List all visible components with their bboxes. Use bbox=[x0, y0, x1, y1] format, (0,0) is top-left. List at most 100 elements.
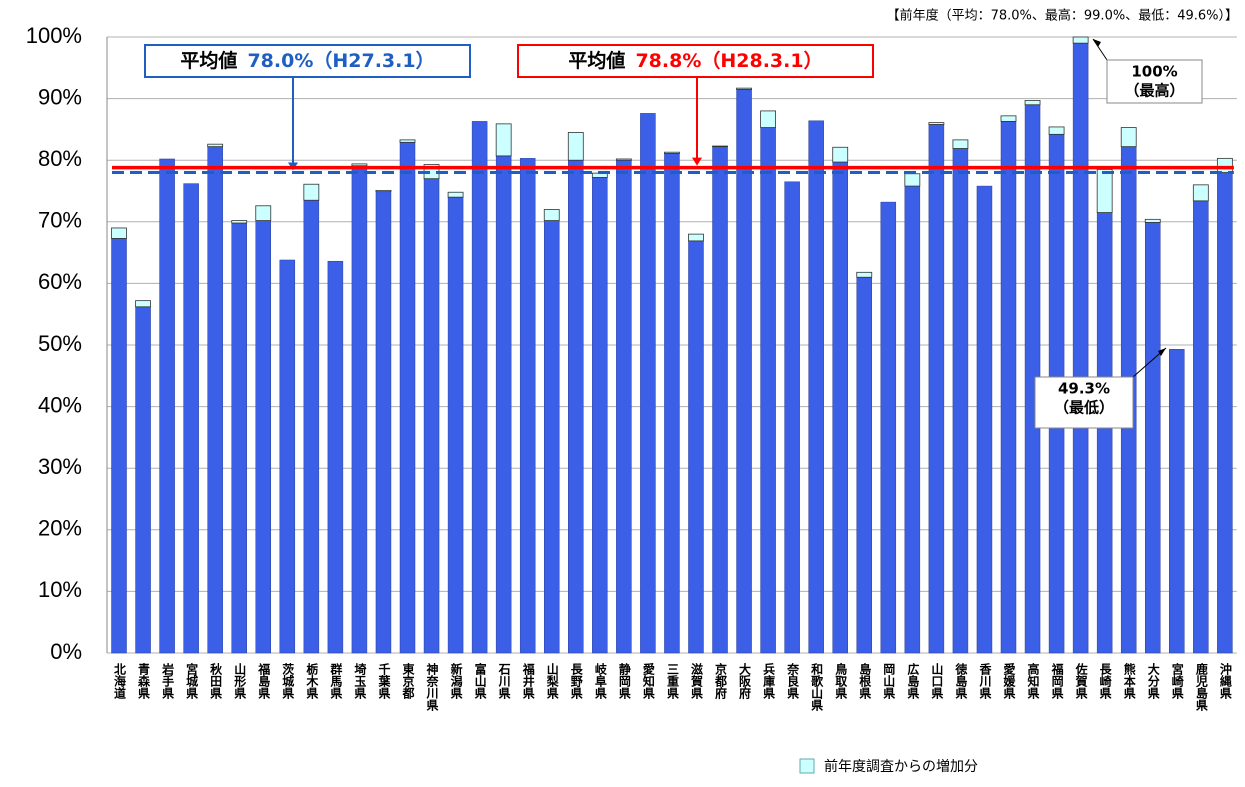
x-tick-label: 大阪府 bbox=[738, 662, 752, 700]
x-tick-label: 富山県 bbox=[473, 662, 487, 700]
bar-segment bbox=[688, 240, 704, 654]
bar-segment bbox=[1024, 100, 1041, 106]
x-tick-label: 新潟県 bbox=[449, 662, 463, 700]
x-tick-label: 徳島県 bbox=[954, 662, 968, 700]
bar-segment bbox=[1096, 169, 1113, 213]
callout-arrowhead bbox=[1093, 39, 1101, 47]
bar-segment bbox=[303, 199, 320, 654]
reference-label-title: 平均値 bbox=[180, 49, 237, 72]
x-tick-label: 高知県 bbox=[1026, 662, 1040, 700]
bar-segment bbox=[231, 222, 247, 654]
x-tick-label: 青森県 bbox=[137, 662, 151, 700]
callout-box bbox=[1106, 59, 1203, 104]
bar-segment bbox=[640, 113, 656, 654]
x-tick-label: 熊本県 bbox=[1122, 662, 1136, 700]
y-tick-label: 30% bbox=[38, 454, 82, 479]
callout-text: （最低） bbox=[1054, 399, 1114, 417]
bar-segment bbox=[495, 123, 512, 157]
bar-segment bbox=[567, 132, 584, 161]
bar-segment bbox=[976, 185, 993, 654]
bar-segment bbox=[207, 143, 224, 148]
y-tick-label: 60% bbox=[38, 269, 82, 294]
x-tick-label: 埼玉県 bbox=[353, 662, 367, 700]
x-tick-label: 福島県 bbox=[257, 662, 271, 700]
x-tick-label: 宮城県 bbox=[185, 662, 199, 700]
bar-segment bbox=[351, 163, 368, 167]
x-tick-label: 千葉県 bbox=[377, 662, 391, 700]
bar-segment bbox=[135, 306, 151, 654]
x-tick-label: 鳥取県 bbox=[834, 662, 848, 700]
x-tick-label: 東京都 bbox=[401, 662, 415, 700]
bar-segment bbox=[471, 121, 488, 654]
bar-segment bbox=[928, 122, 945, 125]
callout-text: （最高） bbox=[1124, 82, 1184, 100]
x-tick-label: 福井県 bbox=[521, 662, 535, 700]
x-tick-label: 福岡県 bbox=[1050, 662, 1064, 700]
bar-segment bbox=[1000, 115, 1017, 122]
bar-segment bbox=[447, 196, 464, 654]
bar-segment bbox=[808, 120, 824, 654]
bar-segment bbox=[399, 142, 416, 654]
bar-segment bbox=[712, 146, 728, 654]
reference-label-value: 78.0%（H27.3.1） bbox=[247, 49, 434, 72]
x-tick-label: 宮崎県 bbox=[1170, 662, 1184, 700]
bar-segment bbox=[255, 205, 272, 221]
x-tick-label: 兵庫県 bbox=[762, 662, 776, 700]
y-tick-label: 40% bbox=[38, 392, 82, 417]
bar-segment bbox=[832, 146, 849, 163]
reference-label: 平均値 78.8%（H28.3.1） bbox=[568, 49, 822, 72]
bar-segment bbox=[928, 124, 945, 654]
bar-segment bbox=[904, 173, 921, 187]
reference-label-value: 78.8%（H28.3.1） bbox=[635, 49, 822, 72]
bar-segment bbox=[255, 220, 272, 654]
bar-segment bbox=[592, 177, 608, 654]
bar-segment bbox=[207, 146, 223, 654]
bar-segment bbox=[399, 139, 416, 143]
bar-segment bbox=[880, 201, 897, 654]
y-tick-label: 80% bbox=[38, 146, 82, 171]
bar-segment bbox=[519, 158, 536, 654]
x-tick-label: 栃木県 bbox=[305, 662, 319, 700]
x-tick-label: 鹿児島県 bbox=[1194, 662, 1208, 712]
x-tick-label: 三重県 bbox=[665, 663, 679, 700]
x-tick-label: 和歌山県 bbox=[810, 662, 824, 712]
bar-segment bbox=[616, 159, 632, 654]
x-tick-label: 神奈川県 bbox=[425, 662, 439, 712]
x-tick-label: 島根県 bbox=[858, 662, 872, 700]
bar-segment bbox=[327, 260, 344, 654]
y-tick-label: 20% bbox=[38, 516, 82, 541]
bar-segment bbox=[1169, 349, 1185, 654]
bar-segment bbox=[1217, 172, 1233, 654]
x-tick-label: 山形県 bbox=[233, 662, 247, 700]
x-tick-label: 岩手県 bbox=[161, 662, 175, 700]
bar-segment bbox=[856, 271, 873, 278]
x-tick-label: 岐阜県 bbox=[593, 662, 607, 700]
reference-label: 平均値 78.0%（H27.3.1） bbox=[180, 49, 434, 72]
bar-segment bbox=[447, 191, 464, 198]
bar-segment bbox=[375, 189, 392, 193]
bar-segment bbox=[543, 209, 560, 221]
legend-label: 前年度調査からの増加分 bbox=[824, 758, 978, 775]
bar-segment bbox=[423, 178, 440, 654]
bar-segment bbox=[1192, 184, 1209, 202]
y-tick-label: 90% bbox=[38, 84, 82, 109]
bar-segment bbox=[111, 227, 127, 239]
x-tick-label: 秋田県 bbox=[209, 662, 223, 700]
y-tick-label: 100% bbox=[26, 23, 82, 48]
x-tick-label: 愛知県 bbox=[641, 662, 655, 700]
bar-segment bbox=[375, 191, 392, 654]
x-tick-label: 岡山県 bbox=[882, 663, 896, 700]
bar-segment bbox=[952, 139, 969, 149]
x-tick-label: 佐賀県 bbox=[1074, 662, 1088, 700]
reference-arrowhead bbox=[692, 157, 702, 166]
x-tick-label: 長野県 bbox=[569, 662, 583, 700]
bar-segment bbox=[688, 233, 704, 242]
bar-segment bbox=[351, 165, 368, 654]
note: 【前年度（平均：78.0%、最高：99.0%、最低：49.6%）】 bbox=[887, 8, 1238, 24]
x-tick-label: 大分県 bbox=[1146, 662, 1160, 700]
x-tick-label: 滋賀県 bbox=[689, 662, 703, 700]
x-tick-label: 北海道 bbox=[113, 662, 127, 700]
bar-segment bbox=[279, 259, 296, 654]
bar-segment bbox=[904, 185, 921, 654]
bar-segment bbox=[615, 158, 632, 161]
